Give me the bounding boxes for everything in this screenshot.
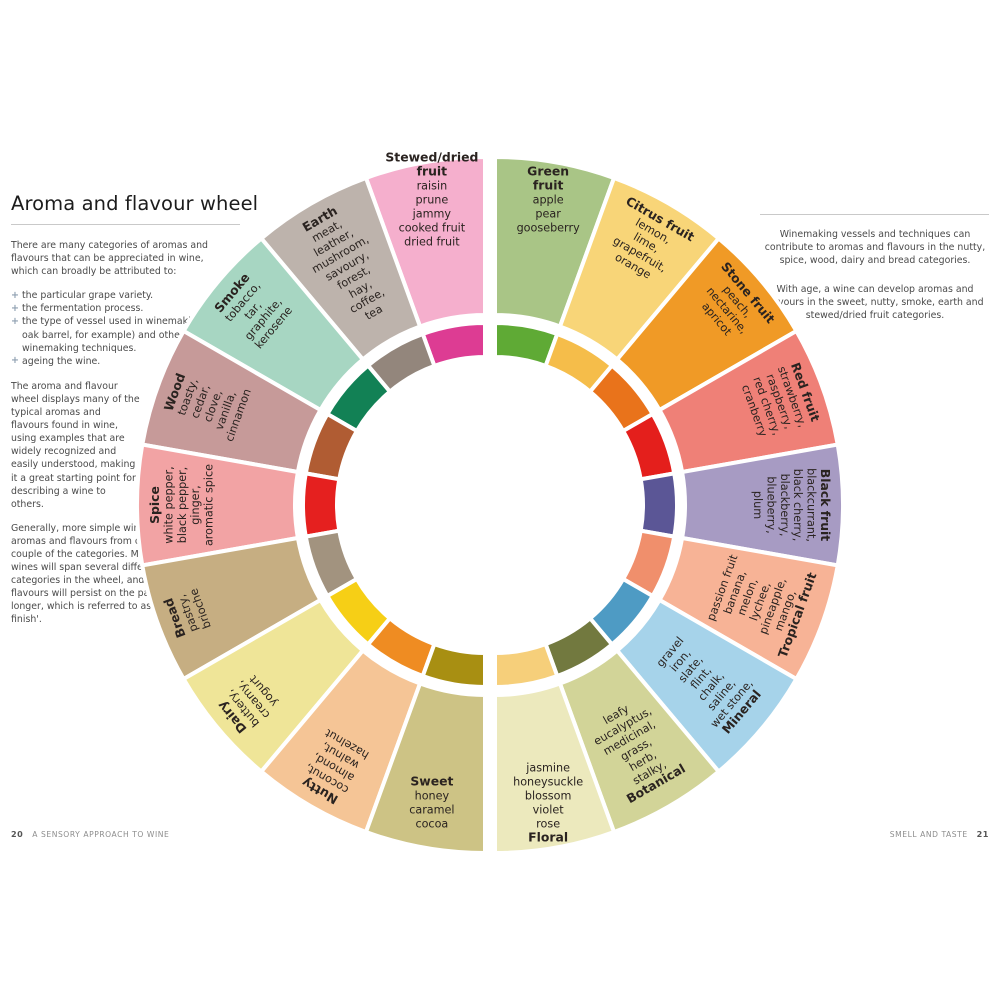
label-line: Black fruit: [818, 469, 833, 542]
label-line: honeysuckle: [513, 775, 583, 788]
label-line: blackcurrant,: [805, 468, 818, 542]
right-text-column: Winemaking vessels and techniques can co…: [760, 214, 990, 339]
label-line: aromatic spice: [203, 464, 216, 546]
right-column-divider: [760, 214, 989, 215]
wheel-segment: [363, 680, 487, 856]
label-line: raisin: [417, 180, 448, 193]
footer-right: SMELL AND TASTE 21: [0, 829, 989, 1001]
attribution-bullet-list: the particular grape variety. the fermen…: [11, 289, 221, 368]
label-line: gooseberry: [517, 222, 580, 235]
aroma-wheel-left: Stewed/driedfruitraisinprunejammycooked …: [135, 150, 487, 856]
wheel-segment: [135, 442, 301, 568]
label-line: jammy: [412, 208, 452, 221]
label-line: black pepper,: [176, 467, 189, 543]
wheel-description-paragraph: The aroma and flavour wheel displays man…: [11, 380, 140, 510]
label-line: plum: [751, 491, 764, 519]
wheel-segment-label: Earthmeat,leather,mushroom,savoury,fores…: [300, 203, 387, 323]
wheel-inner-segment: [324, 362, 393, 434]
wheel-inner-segment: [420, 320, 487, 369]
label-line: blueberry,: [764, 476, 777, 533]
page-number-left: 20: [11, 829, 24, 839]
label-line: apple: [533, 194, 564, 207]
winemaking-paragraph: Winemaking vessels and techniques can co…: [764, 229, 986, 267]
label-line: fruit: [533, 178, 564, 193]
wheel-inner-segment: [365, 331, 437, 395]
label-line: white pepper,: [162, 466, 175, 543]
label-line: cocoa: [415, 817, 448, 830]
wheel-segment: [258, 175, 423, 363]
footer-left-label: A SENSORY APPROACH TO WINE: [32, 830, 170, 839]
wheel-segment: [139, 328, 324, 475]
wheel-segment-label: Spice white pepper, black pepper, ginger, ar…: [147, 464, 216, 546]
left-text-column: Aroma and flavour wheel There are many c…: [11, 192, 259, 638]
label-line: blackberry,: [778, 474, 791, 537]
label-line: dried fruit: [404, 236, 460, 249]
page-title: Aroma and flavour wheel: [11, 192, 259, 215]
wheel-segment: [180, 597, 366, 775]
label-line: rose: [536, 817, 560, 830]
wheel-segment-label: jasminehoneysuckleblossomvioletroseFlora…: [513, 761, 583, 844]
wheel-inner-segment: [420, 641, 487, 690]
label-line: Sweet: [410, 773, 453, 788]
label-line: Spice: [147, 486, 162, 524]
label-line: violet: [533, 803, 565, 816]
label-line: prune: [415, 194, 448, 207]
wheel-segment: [493, 680, 617, 856]
list-item: the type of vessel used in winemaking (a…: [11, 315, 221, 354]
list-item: the particular grape variety.: [11, 289, 221, 302]
intro-paragraph: There are many categories of aromas and …: [11, 240, 208, 278]
wheel-segment: [258, 647, 423, 835]
complexity-paragraph: Generally, more simple wines will have a…: [11, 522, 197, 626]
label-line: pear: [535, 208, 561, 221]
footer-left: 20 A SENSORY APPROACH TO WINE: [11, 829, 169, 1001]
wheel-inner-segment: [324, 576, 393, 648]
label-line: Floral: [528, 829, 568, 844]
wheel-segment: [363, 154, 487, 330]
wheel-inner-segment: [303, 528, 360, 599]
wheel-inner-segment: [365, 615, 437, 679]
wheel-segment: [180, 235, 366, 413]
label-line: Green: [527, 164, 569, 179]
label-line: blossom: [525, 789, 571, 802]
title-divider: [11, 224, 240, 225]
wheel-inner-segment: [493, 641, 560, 690]
wheel-inner-segment: [638, 471, 679, 539]
label-line: honey: [415, 789, 450, 802]
wheel-segment: [139, 535, 324, 682]
label-line: fruit: [417, 164, 448, 179]
page-number-right: 21: [976, 829, 989, 839]
label-line: jasmine: [525, 761, 570, 774]
label-line: black cherry,: [791, 469, 804, 542]
label-line: Stewed/dried: [385, 150, 478, 165]
label-line: caramel: [409, 803, 454, 816]
footer-right-label: SMELL AND TASTE: [889, 830, 968, 839]
wheel-segment-label: Stewed/driedfruitraisinprunejammycooked …: [385, 150, 478, 249]
label-line: ginger,: [189, 485, 202, 524]
ageing-paragraph: With age, a wine can develop aromas and …: [766, 284, 984, 322]
wheel-inner-segment: [301, 471, 342, 539]
list-item: ageing the wine.: [11, 354, 221, 368]
list-item: the fermentation process.: [11, 302, 221, 315]
wheel-inner-segment: [303, 411, 360, 482]
label-line: cooked fruit: [399, 222, 466, 235]
